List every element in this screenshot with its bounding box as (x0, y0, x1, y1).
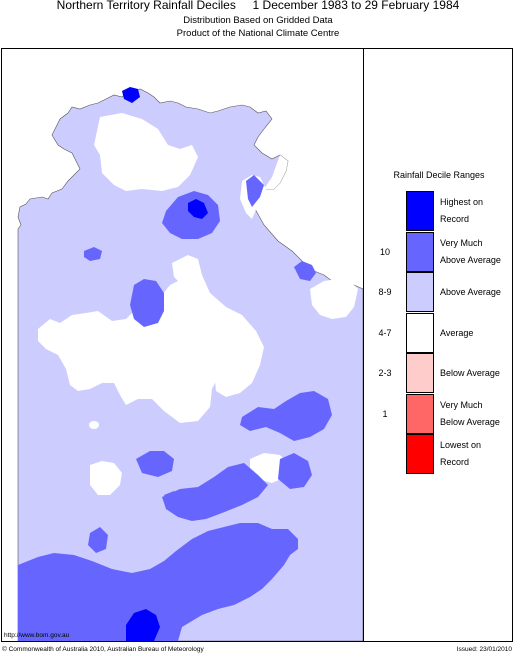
legend-row: 2-3 Below Average (364, 353, 514, 394)
very-much-above-south-band (18, 523, 298, 641)
legend-swatch (406, 353, 434, 393)
map-frame (1, 48, 513, 642)
legend-label: Very Much Below Average (440, 397, 514, 431)
legend-row: 4-7 Average (364, 312, 514, 354)
very-much-above-east (240, 391, 332, 441)
legend-row: Lowest on Record (364, 434, 514, 475)
legend-range: 4-7 (378, 327, 392, 338)
highest-north-central (188, 199, 208, 219)
legend-label-line-1: Very Much (440, 399, 483, 410)
average-south-central-blob (90, 461, 122, 495)
legend-label: Lowest on Record (440, 437, 514, 471)
legend-label-line-2: Below Average (440, 416, 500, 427)
legend-row: 8-9 Above Average (364, 272, 514, 313)
average-east-inlet (310, 279, 358, 319)
average-top-central (94, 113, 198, 191)
legend-label-line-1: Very Much (440, 237, 483, 248)
very-much-above-central-blob (136, 451, 174, 477)
very-much-above-right-lobe (278, 453, 312, 489)
legend-swatch (406, 231, 434, 272)
legend-range (364, 191, 406, 232)
legend-label-line-2: Record (440, 214, 470, 224)
average-central-arm (172, 255, 264, 397)
very-much-above-west-small (84, 247, 102, 261)
map-title: Northern Territory Rainfall Deciles 1 De… (56, 0, 460, 12)
legend-label-line-1: Below Average (440, 368, 500, 378)
legend-range: 8-9 (378, 287, 392, 297)
map-subtitle-product: Product of the National Climate Centre (176, 28, 340, 39)
legend-label-line-1: Lowest on (440, 440, 482, 450)
legend-label: Highest on Record (440, 194, 514, 228)
legend-divider (363, 48, 364, 642)
legend-swatch (406, 272, 434, 312)
footer-url[interactable]: http://www.bom.gov.au (4, 632, 70, 639)
map-subtitle-distribution: Distribution Based on Gridded Data (183, 15, 333, 26)
legend-swatch (406, 312, 434, 353)
legend-row: 1 Very Much Below Average (364, 393, 514, 435)
very-much-above-east-coast (294, 261, 316, 281)
very-much-above-northeast-strip (246, 175, 264, 207)
highest-north-coast (122, 87, 140, 103)
legend-label: Below Average (440, 365, 514, 382)
legend-label: Very Much Above Average (440, 235, 514, 269)
legend-swatch (406, 393, 434, 434)
very-much-above-tiny-south (88, 527, 108, 553)
rainfall-decile-map (17, 87, 363, 641)
very-much-above-tiny-central (164, 491, 182, 505)
legend-row: 10 Very Much Above Average (364, 231, 514, 273)
very-much-above-east-band (162, 463, 268, 521)
legend-label: Average (440, 325, 514, 342)
legend-label-line-1: Above Average (440, 287, 501, 297)
legend-title: Rainfall Decile Ranges (393, 170, 485, 180)
legend-swatch (406, 434, 434, 474)
legend-range: 10 (379, 246, 390, 257)
very-much-above-west-mid (130, 279, 164, 327)
very-much-above-north-central (162, 191, 220, 239)
average-tiny-blob-west (89, 421, 99, 429)
footer-copyright: © Commonwealth of Australia 2010, Austra… (2, 646, 204, 653)
average-west-large (38, 281, 242, 423)
legend-label-line-1: Average (440, 327, 474, 338)
legend-label-line-2: Above Average (440, 254, 501, 265)
legend-range (364, 434, 406, 475)
legend-row: Highest on Record (364, 191, 514, 232)
highest-south (126, 609, 160, 641)
legend-range: 2-3 (378, 368, 392, 378)
legend-swatch (406, 191, 434, 231)
legend-label: Above Average (440, 284, 514, 301)
legend-label-line-1: Highest on (440, 197, 484, 207)
legend-label-line-2: Record (440, 457, 470, 467)
gulf-water (264, 155, 288, 189)
legend-range: 1 (382, 408, 388, 419)
footer-issued-date: Issued: 23/01/2010 (456, 646, 512, 653)
